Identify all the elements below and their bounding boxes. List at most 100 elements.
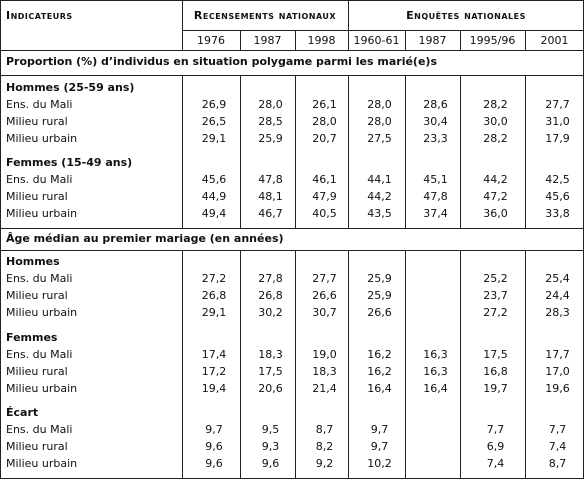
cell-value: 28,0 — [258, 98, 283, 111]
cell-value: 17,5 — [483, 348, 508, 361]
cell-value: 18,3 — [312, 365, 337, 378]
year: 1998 — [308, 34, 336, 47]
cell-value: 9,7 — [371, 440, 389, 453]
cell-value: 7,7 — [487, 423, 505, 436]
header-indicateurs: Indicateurs — [6, 9, 73, 22]
cell-value: 9,7 — [371, 423, 389, 436]
row-label: Ens. du Mali — [6, 423, 72, 436]
cell-value: 27,7 — [545, 98, 570, 111]
cell-value: 30,7 — [312, 306, 337, 319]
cell-value: 30,0 — [483, 115, 508, 128]
cell-value: 30,2 — [258, 306, 283, 319]
cell-value: 47,9 — [312, 190, 337, 203]
cell-value: 7,7 — [549, 423, 567, 436]
cell-value: 37,4 — [423, 207, 448, 220]
row-label: Ens. du Mali — [6, 348, 72, 361]
cell-value: 26,8 — [258, 289, 283, 302]
header-recensements: Recensements nationaux — [194, 9, 336, 22]
cell-value: 28,0 — [367, 98, 392, 111]
row-label: Ens. du Mali — [6, 98, 72, 111]
cell-value: 8,7 — [549, 457, 567, 470]
cell-value: 19,7 — [483, 382, 508, 395]
cell-value: 19,0 — [312, 348, 337, 361]
cell-value: 8,7 — [316, 423, 334, 436]
group-title: Hommes — [6, 255, 60, 268]
cell-value: 9,6 — [205, 440, 223, 453]
cell-value: 20,6 — [258, 382, 283, 395]
row-label: Ens. du Mali — [6, 173, 72, 186]
year: 1976 — [197, 34, 225, 47]
cell-value: 8,2 — [316, 440, 334, 453]
cell-value: 27,7 — [312, 272, 337, 285]
cell-value: 42,5 — [545, 173, 570, 186]
cell-value: 19,6 — [545, 382, 570, 395]
cell-value: 16,2 — [367, 348, 392, 361]
cell-value: 46,1 — [312, 173, 337, 186]
cell-value: 44,1 — [367, 173, 392, 186]
cell-value: 28,2 — [483, 132, 508, 145]
cell-value: 43,5 — [367, 207, 392, 220]
cell-value: 7,4 — [549, 440, 567, 453]
cell-value: 16,4 — [367, 382, 392, 395]
cell-value: 28,0 — [367, 115, 392, 128]
cell-value: 27,2 — [483, 306, 508, 319]
cell-value: 29,1 — [202, 306, 227, 319]
cell-value: 9,6 — [205, 457, 223, 470]
cell-value: 16,4 — [423, 382, 448, 395]
year: 2001 — [541, 34, 569, 47]
cell-value: 17,2 — [202, 365, 227, 378]
group-title: Hommes (25-59 ans) — [6, 81, 134, 94]
cell-value: 36,0 — [483, 207, 508, 220]
cell-value: 17,0 — [545, 365, 570, 378]
cell-value: 23,7 — [483, 289, 508, 302]
year: 1995/96 — [470, 34, 516, 47]
cell-value: 20,7 — [312, 132, 337, 145]
cell-value: 27,2 — [202, 272, 227, 285]
cell-value: 33,8 — [545, 207, 570, 220]
group-title: Femmes — [6, 331, 58, 344]
cell-value: 44,2 — [483, 173, 508, 186]
cell-value: 47,8 — [423, 190, 448, 203]
cell-value: 45,6 — [545, 190, 570, 203]
row-label: Milieu rural — [6, 190, 68, 203]
cell-value: 26,1 — [312, 98, 337, 111]
row-label: Milieu urbain — [6, 457, 77, 470]
section-title: Proportion (%) d’individus en situation … — [6, 55, 437, 68]
cell-value: 49,4 — [202, 207, 227, 220]
year: 1987 — [254, 34, 282, 47]
cell-value: 40,5 — [312, 207, 337, 220]
cell-value: 9,7 — [205, 423, 223, 436]
cell-value: 25,9 — [258, 132, 283, 145]
cell-value: 25,9 — [367, 289, 392, 302]
cell-value: 24,4 — [545, 289, 570, 302]
cell-value: 17,5 — [258, 365, 283, 378]
cell-value: 17,4 — [202, 348, 227, 361]
cell-value: 28,2 — [483, 98, 508, 111]
cell-value: 26,5 — [202, 115, 227, 128]
group-title: Écart — [6, 406, 38, 419]
cell-value: 9,6 — [262, 457, 280, 470]
cell-value: 47,8 — [258, 173, 283, 186]
cell-value: 46,7 — [258, 207, 283, 220]
row-label: Ens. du Mali — [6, 272, 72, 285]
cell-value: 16,8 — [483, 365, 508, 378]
cell-value: 44,2 — [367, 190, 392, 203]
row-label: Milieu urbain — [6, 207, 77, 220]
cell-value: 25,4 — [545, 272, 570, 285]
cell-value: 26,9 — [202, 98, 227, 111]
cell-value: 23,3 — [423, 132, 448, 145]
row-label: Milieu rural — [6, 289, 68, 302]
cell-value: 9,3 — [262, 440, 280, 453]
cell-value: 48,1 — [258, 190, 283, 203]
row-label: Milieu rural — [6, 365, 68, 378]
cell-value: 45,1 — [423, 173, 448, 186]
cell-value: 9,5 — [262, 423, 280, 436]
cell-value: 19,4 — [202, 382, 227, 395]
cell-value: 16,2 — [367, 365, 392, 378]
cell-value: 31,0 — [545, 115, 570, 128]
cell-value: 6,9 — [487, 440, 505, 453]
row-label: Milieu rural — [6, 440, 68, 453]
row-label: Milieu urbain — [6, 306, 77, 319]
cell-value: 9,2 — [316, 457, 334, 470]
cell-value: 16,3 — [423, 348, 448, 361]
